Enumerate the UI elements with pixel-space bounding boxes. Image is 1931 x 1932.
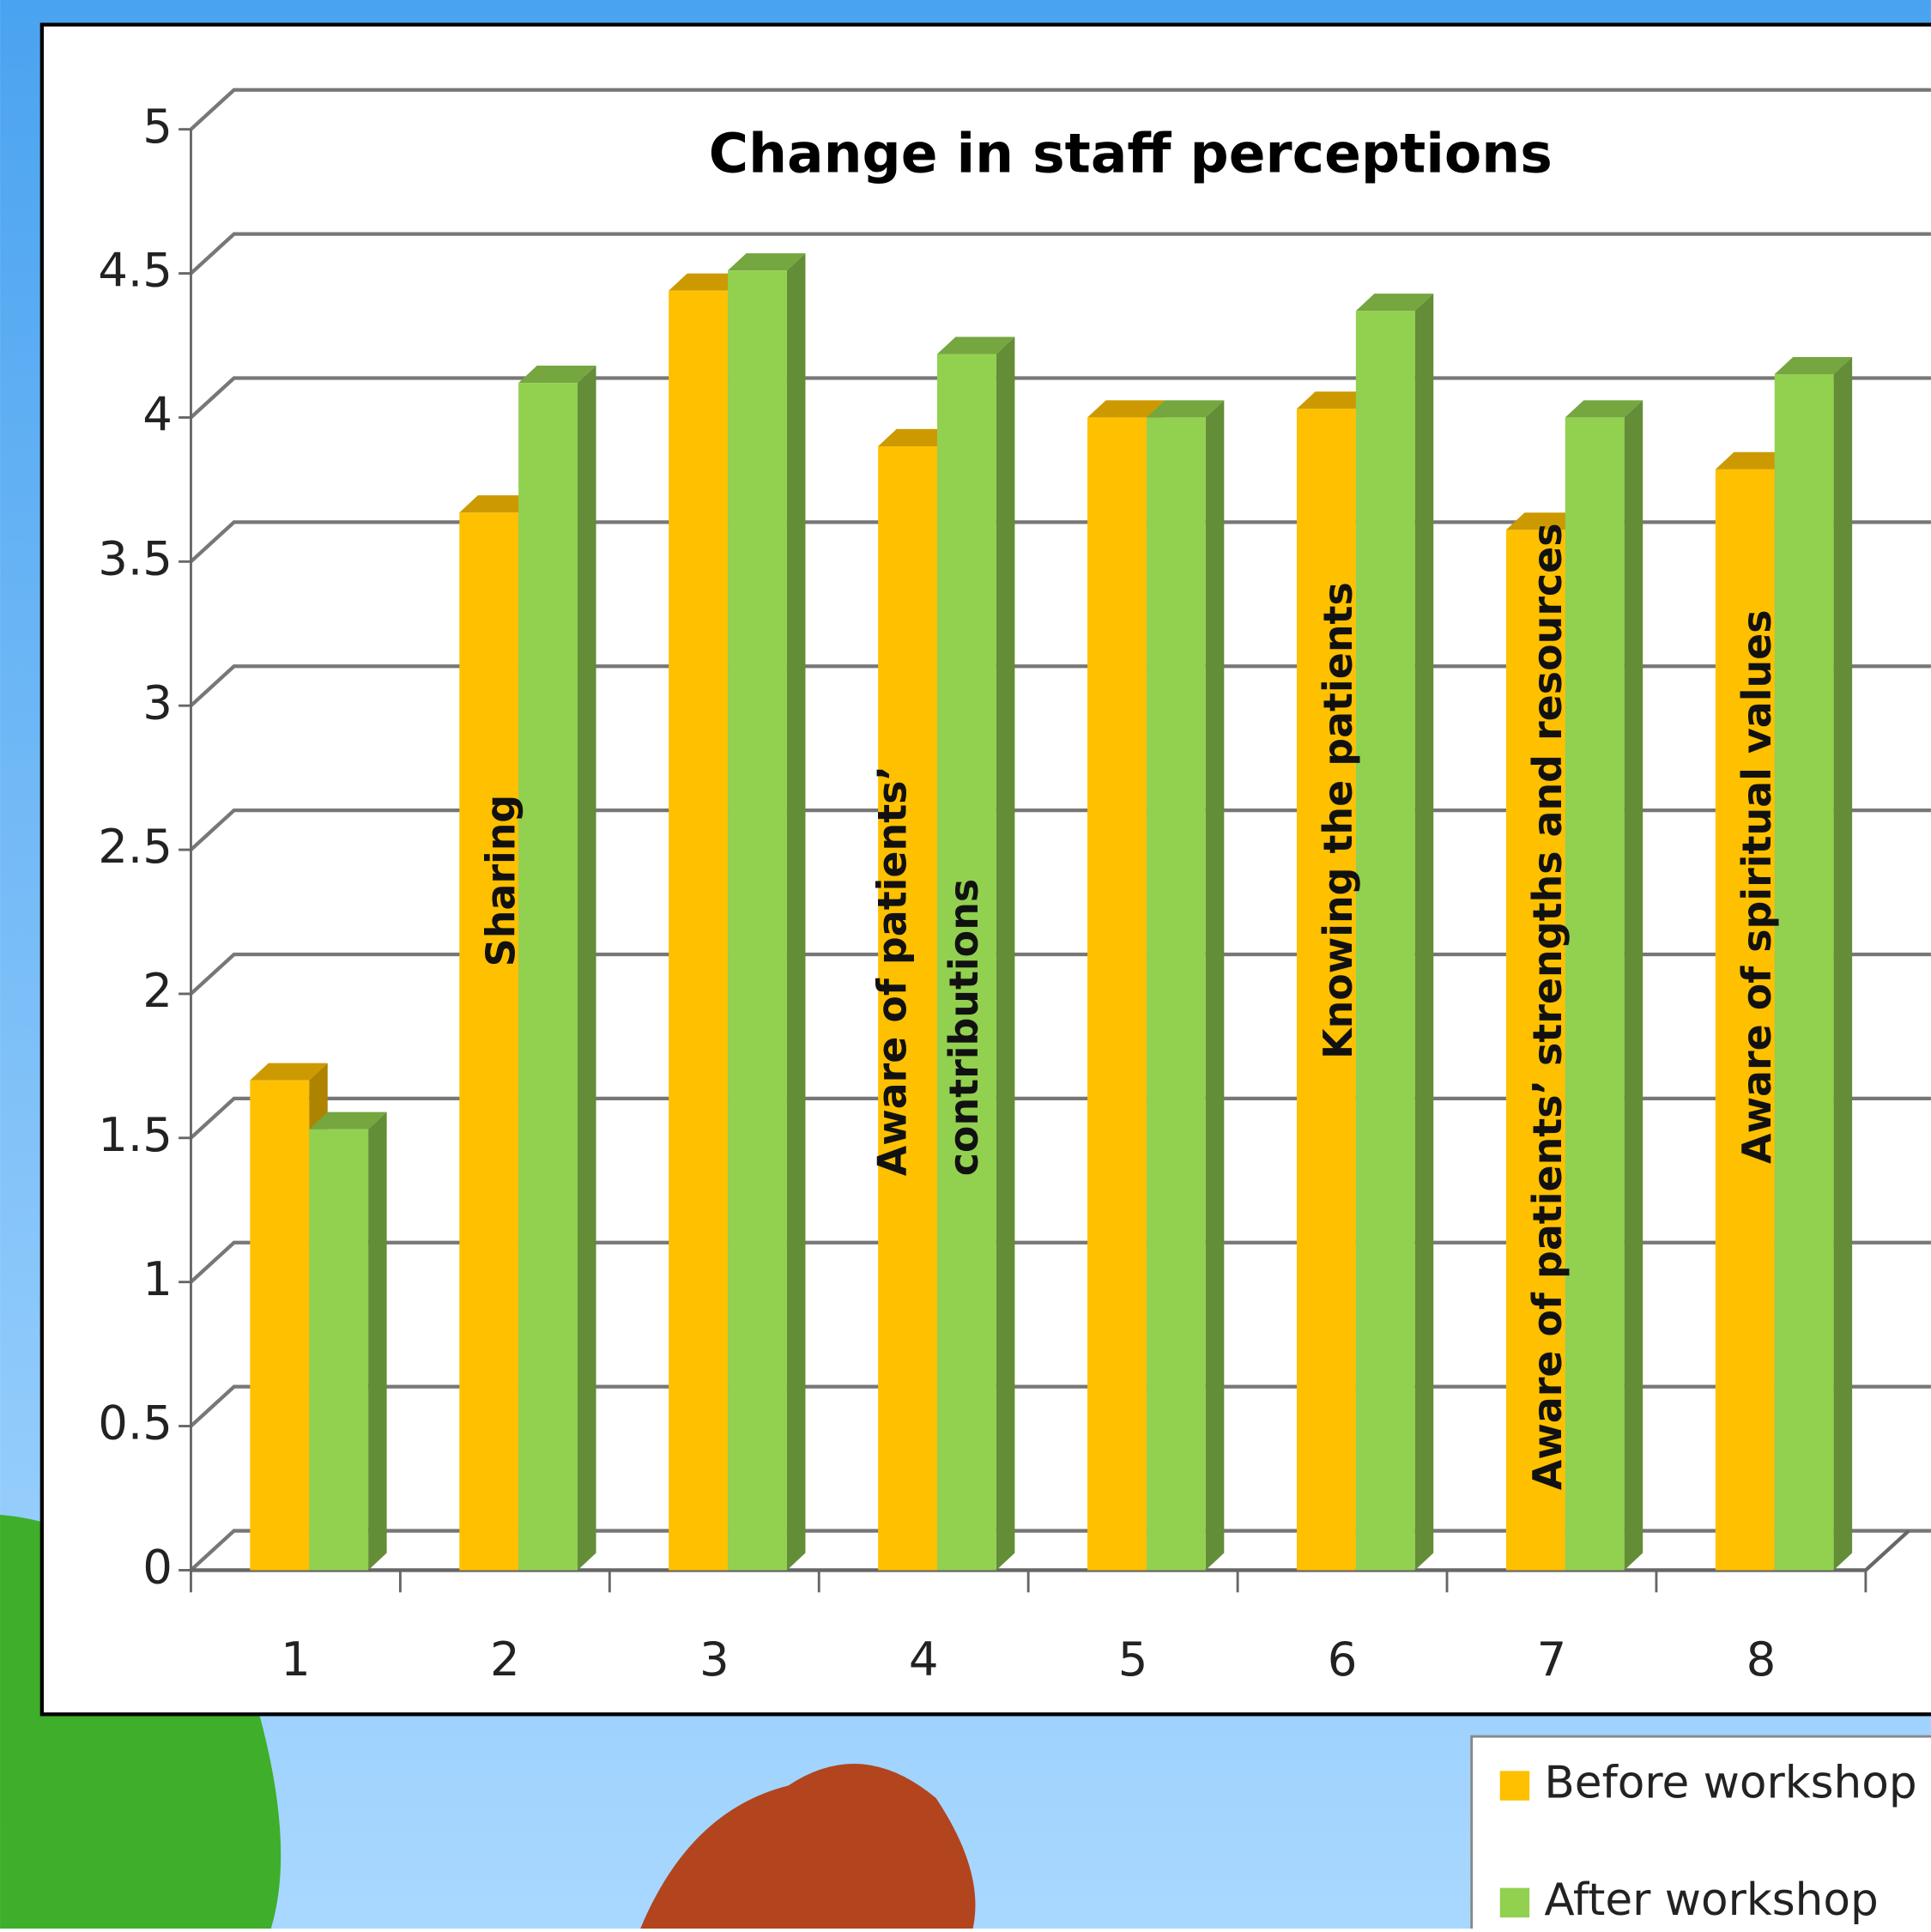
- bar-front: [728, 270, 787, 1570]
- page: {"chart_data": {"type": "bar3d", "title"…: [0, 0, 1931, 1929]
- bar-side: [368, 1112, 387, 1571]
- legend: Before workshop After workshop: [1472, 1736, 1931, 1929]
- annotation: Knowing the patients: [1315, 582, 1361, 1059]
- bar-front: [459, 512, 518, 1570]
- bar: [1147, 400, 1224, 1570]
- x-tick-label: 4: [909, 1632, 939, 1687]
- legend-swatch: [1500, 1888, 1529, 1917]
- bar: [309, 1112, 386, 1571]
- bar-side: [787, 253, 806, 1570]
- legend-label: After workshop: [1544, 1874, 1878, 1926]
- bar: [1565, 400, 1643, 1570]
- bar-front: [1087, 417, 1147, 1570]
- annotation: Aware of patients’ strengths and resourc…: [1524, 523, 1571, 1490]
- bar-front: [309, 1130, 368, 1571]
- bar: [1356, 294, 1433, 1570]
- bar-side: [578, 366, 596, 1570]
- y-tick-label: 0: [142, 1540, 173, 1595]
- annotation: Aware of patients’: [869, 766, 916, 1176]
- x-tick-label: 6: [1328, 1632, 1358, 1687]
- chart: Change in staff perceptions 0 0.5 1 1.5 2 2.5…: [0, 0, 1931, 1929]
- y-tick-label: 2: [142, 963, 173, 1018]
- bar: [728, 253, 805, 1570]
- legend-swatch: [1500, 1771, 1529, 1800]
- x-tick-label: 1: [281, 1632, 311, 1687]
- bar-front: [1147, 417, 1206, 1570]
- y-tick-label: 0.5: [98, 1396, 173, 1451]
- chart-title: Change in staff perceptions: [709, 122, 1553, 185]
- bar-front: [250, 1081, 309, 1571]
- x-tick-label: 3: [699, 1632, 729, 1687]
- y-tick-label: 5: [142, 99, 173, 154]
- annotation: Sharing: [477, 795, 524, 967]
- x-tick-label: 5: [1118, 1632, 1148, 1687]
- x-tick-label: 8: [1746, 1632, 1777, 1687]
- y-tick-label: 1.5: [98, 1107, 173, 1162]
- bar: [1775, 357, 1852, 1570]
- legend-label: Before workshop: [1544, 1758, 1916, 1809]
- y-tick-label: 1: [142, 1251, 173, 1306]
- bar-front: [518, 383, 578, 1570]
- bar-side: [1415, 294, 1434, 1570]
- y-tick-label: 4: [142, 387, 173, 442]
- bar-front: [1356, 311, 1415, 1570]
- y-tick-label: 4.5: [98, 243, 173, 298]
- bar: [518, 366, 596, 1570]
- annotation: contributions: [941, 879, 987, 1177]
- y-tick-label: 2.5: [98, 819, 173, 874]
- bar-front: [1565, 417, 1625, 1570]
- y-tick-label: 3: [142, 675, 173, 730]
- bar-side: [1206, 400, 1225, 1570]
- annotation: Aware of spiritual values: [1734, 609, 1780, 1164]
- bar-side: [1834, 357, 1853, 1570]
- bar-side: [1625, 400, 1643, 1570]
- y-tick-label: 3.5: [98, 530, 173, 585]
- x-tick-label: 7: [1537, 1632, 1567, 1687]
- x-tick-label: 2: [490, 1632, 520, 1687]
- bar-front: [669, 291, 728, 1571]
- bar-side: [996, 336, 1015, 1570]
- bar-front: [1775, 374, 1834, 1570]
